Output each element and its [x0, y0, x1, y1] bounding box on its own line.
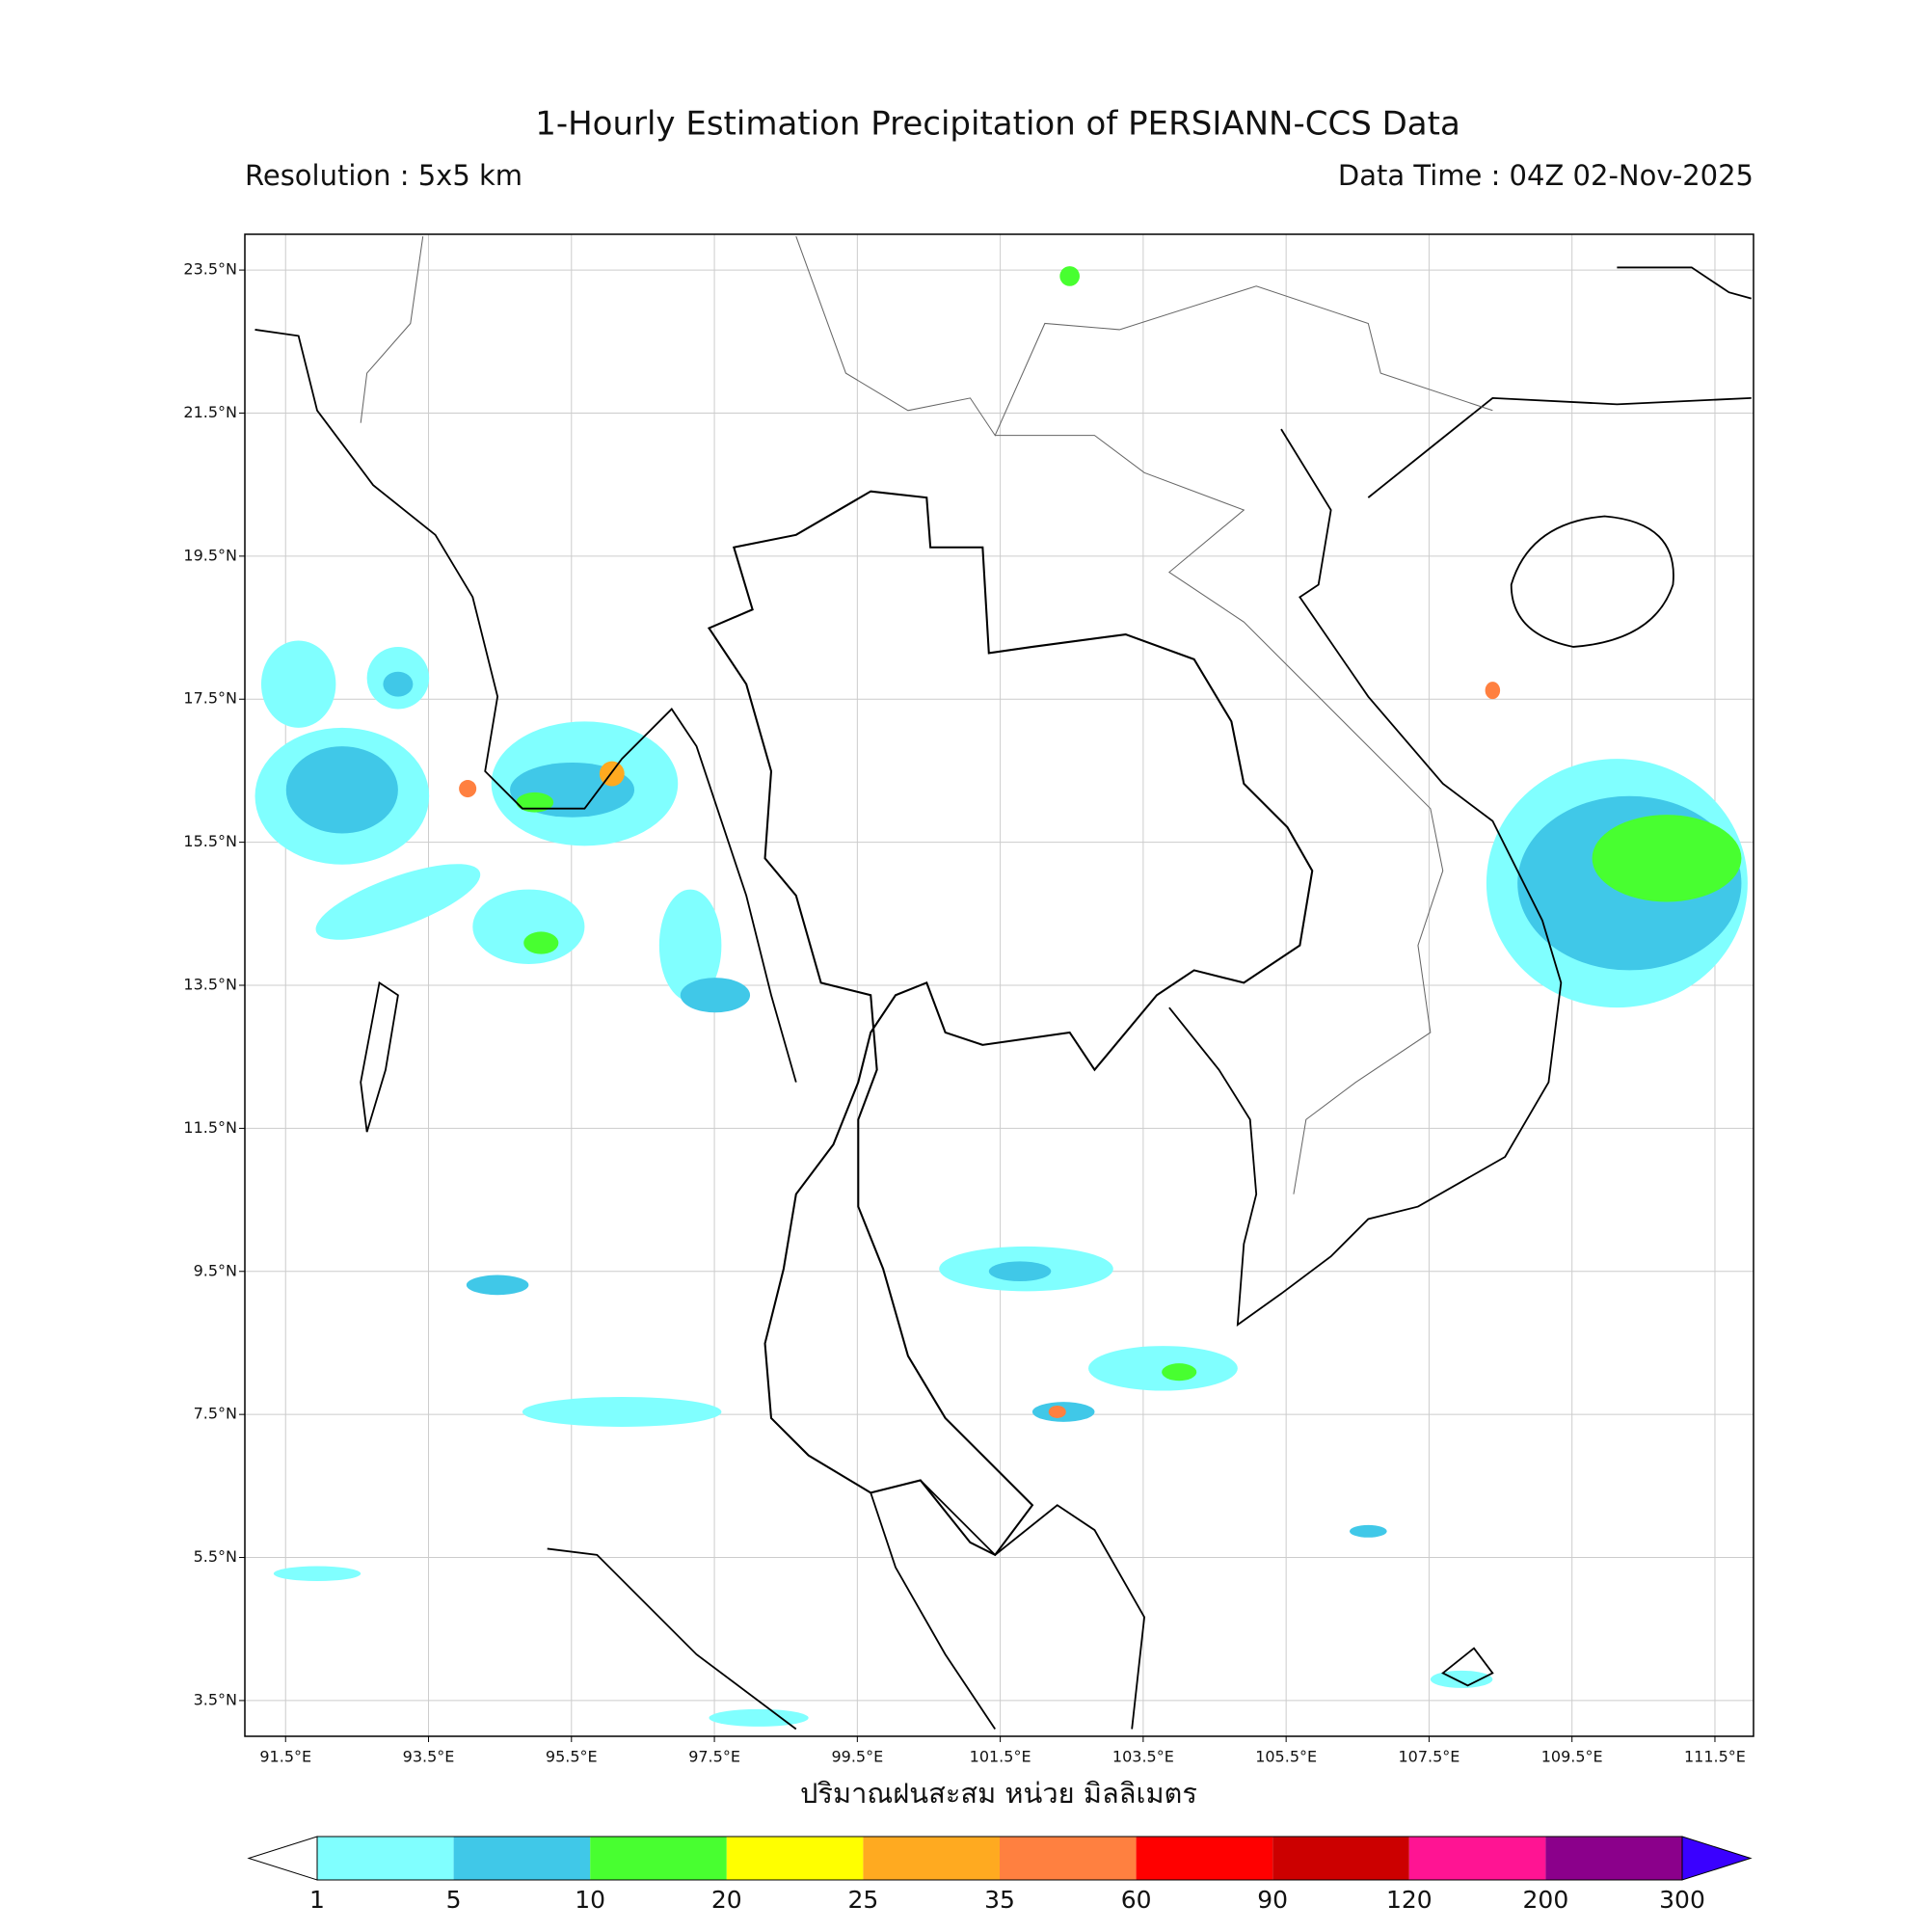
colorbar-segment	[1408, 1837, 1546, 1880]
rain-area	[285, 746, 398, 834]
x-tick-label: 95.5°E	[546, 1748, 598, 1766]
y-tick-label: 15.5°N	[183, 832, 237, 850]
colorbar-label: 200	[1523, 1886, 1569, 1914]
colorbar-label: 60	[1121, 1886, 1152, 1914]
colorbar-label: 90	[1257, 1886, 1288, 1914]
rain-area	[1088, 1346, 1238, 1391]
vietnam-coast	[1168, 428, 1563, 1328]
resolution-label: Resolution : 5x5 km	[245, 159, 522, 192]
y-tick-label: 7.5°N	[194, 1405, 237, 1423]
colorbar-segment	[1136, 1837, 1273, 1880]
andaman-islands	[360, 980, 399, 1133]
y-tick-label: 21.5°N	[183, 403, 237, 421]
y-tick-label: 11.5°N	[183, 1118, 237, 1137]
rain-area	[680, 978, 751, 1013]
precipitation-layer	[254, 266, 1748, 1727]
y-tick-label: 19.5°N	[183, 546, 237, 564]
country-border	[995, 435, 1444, 1194]
x-tick-label: 97.5°E	[688, 1748, 740, 1766]
rain-area	[1048, 1406, 1066, 1418]
grid-layer	[245, 234, 1754, 1736]
y-tick-label: 3.5°N	[194, 1690, 237, 1708]
country-border	[360, 236, 424, 423]
malay-coast	[870, 1492, 996, 1731]
x-tick-label: 99.5°E	[831, 1748, 883, 1766]
colorbar-segment	[453, 1837, 591, 1880]
rain-area	[709, 1708, 809, 1727]
colorbar-segment	[1272, 1837, 1409, 1880]
x-tick-label: 105.5°E	[1255, 1748, 1317, 1766]
y-tick-label: 13.5°N	[183, 976, 237, 994]
colorbar-frame	[316, 1836, 1683, 1881]
x-tick-label: 111.5°E	[1684, 1748, 1746, 1766]
x-tick-label: 107.5°E	[1398, 1748, 1459, 1766]
colorbar: 1 5 10 20 25 35 60 90 120 200 300	[247, 1836, 1753, 1914]
y-tick-label: 23.5°N	[183, 260, 237, 279]
rain-area	[1592, 815, 1742, 902]
colorbar-label: 10	[575, 1886, 605, 1914]
rain-area	[522, 1397, 722, 1427]
colorbar-segment	[317, 1837, 454, 1880]
island	[1441, 1647, 1494, 1687]
rain-area	[1430, 1670, 1493, 1688]
colorbar-segment	[863, 1837, 1000, 1880]
rain-area	[523, 931, 559, 954]
colorbar-segment	[726, 1837, 864, 1880]
colorbar-segment	[590, 1837, 727, 1880]
data-time-label: Data Time : 04Z 02-Nov-2025	[1338, 159, 1754, 192]
hainan	[1510, 515, 1674, 648]
y-tick-label: 5.5°N	[194, 1547, 237, 1566]
china-coast	[1367, 396, 1752, 498]
rain-area	[459, 780, 477, 798]
thailand-outline	[707, 490, 1314, 1557]
rain-area	[1349, 1524, 1387, 1538]
x-tick-label: 93.5°E	[403, 1748, 455, 1766]
x-axis-label: ปริมาณฝนสะสม หน่วย มิลลิเมตร	[800, 1777, 1197, 1810]
rain-area	[988, 1261, 1052, 1282]
colorbar-label: 120	[1386, 1886, 1433, 1914]
x-tick-label: 103.5°E	[1112, 1748, 1174, 1766]
china-coast	[1617, 266, 1752, 300]
rain-area	[1059, 266, 1080, 286]
rain-area	[260, 640, 336, 728]
rain-area	[658, 889, 722, 1002]
y-tick-label: 9.5°N	[194, 1261, 237, 1279]
colorbar-label: 35	[984, 1886, 1015, 1914]
colorbar-label: 300	[1659, 1886, 1705, 1914]
x-tick-label: 91.5°E	[259, 1748, 311, 1766]
border-layer	[360, 235, 1493, 1194]
x-tick-label: 109.5°E	[1541, 1748, 1603, 1766]
myanmar-coast	[254, 329, 797, 1083]
malay-coast	[920, 1479, 1146, 1730]
rain-area	[516, 792, 554, 813]
colorbar-segment	[1545, 1837, 1682, 1880]
sumatra-coast	[547, 1547, 797, 1731]
rain-area	[315, 864, 481, 940]
rain-area	[383, 671, 414, 697]
rain-area	[472, 889, 585, 964]
colorbar-label: 20	[711, 1886, 742, 1914]
rain-area	[273, 1566, 362, 1581]
country-border	[795, 235, 1493, 437]
colorbar-under	[247, 1836, 318, 1881]
colorbar-segment	[1000, 1837, 1137, 1880]
rain-area	[466, 1275, 529, 1296]
map-title: 1-Hourly Estimation Precipitation of PER…	[535, 105, 1460, 144]
colorbar-label: 1	[309, 1886, 325, 1914]
x-tick-label: 101.5°E	[970, 1748, 1031, 1766]
colorbar-over	[1681, 1836, 1753, 1881]
y-tick-label: 17.5°N	[183, 689, 237, 708]
rain-area	[1485, 682, 1501, 700]
colorbar-label: 5	[446, 1886, 462, 1914]
rain-area	[1162, 1363, 1197, 1382]
coastline-layer	[254, 266, 1752, 1731]
colorbar-label: 25	[847, 1886, 878, 1914]
